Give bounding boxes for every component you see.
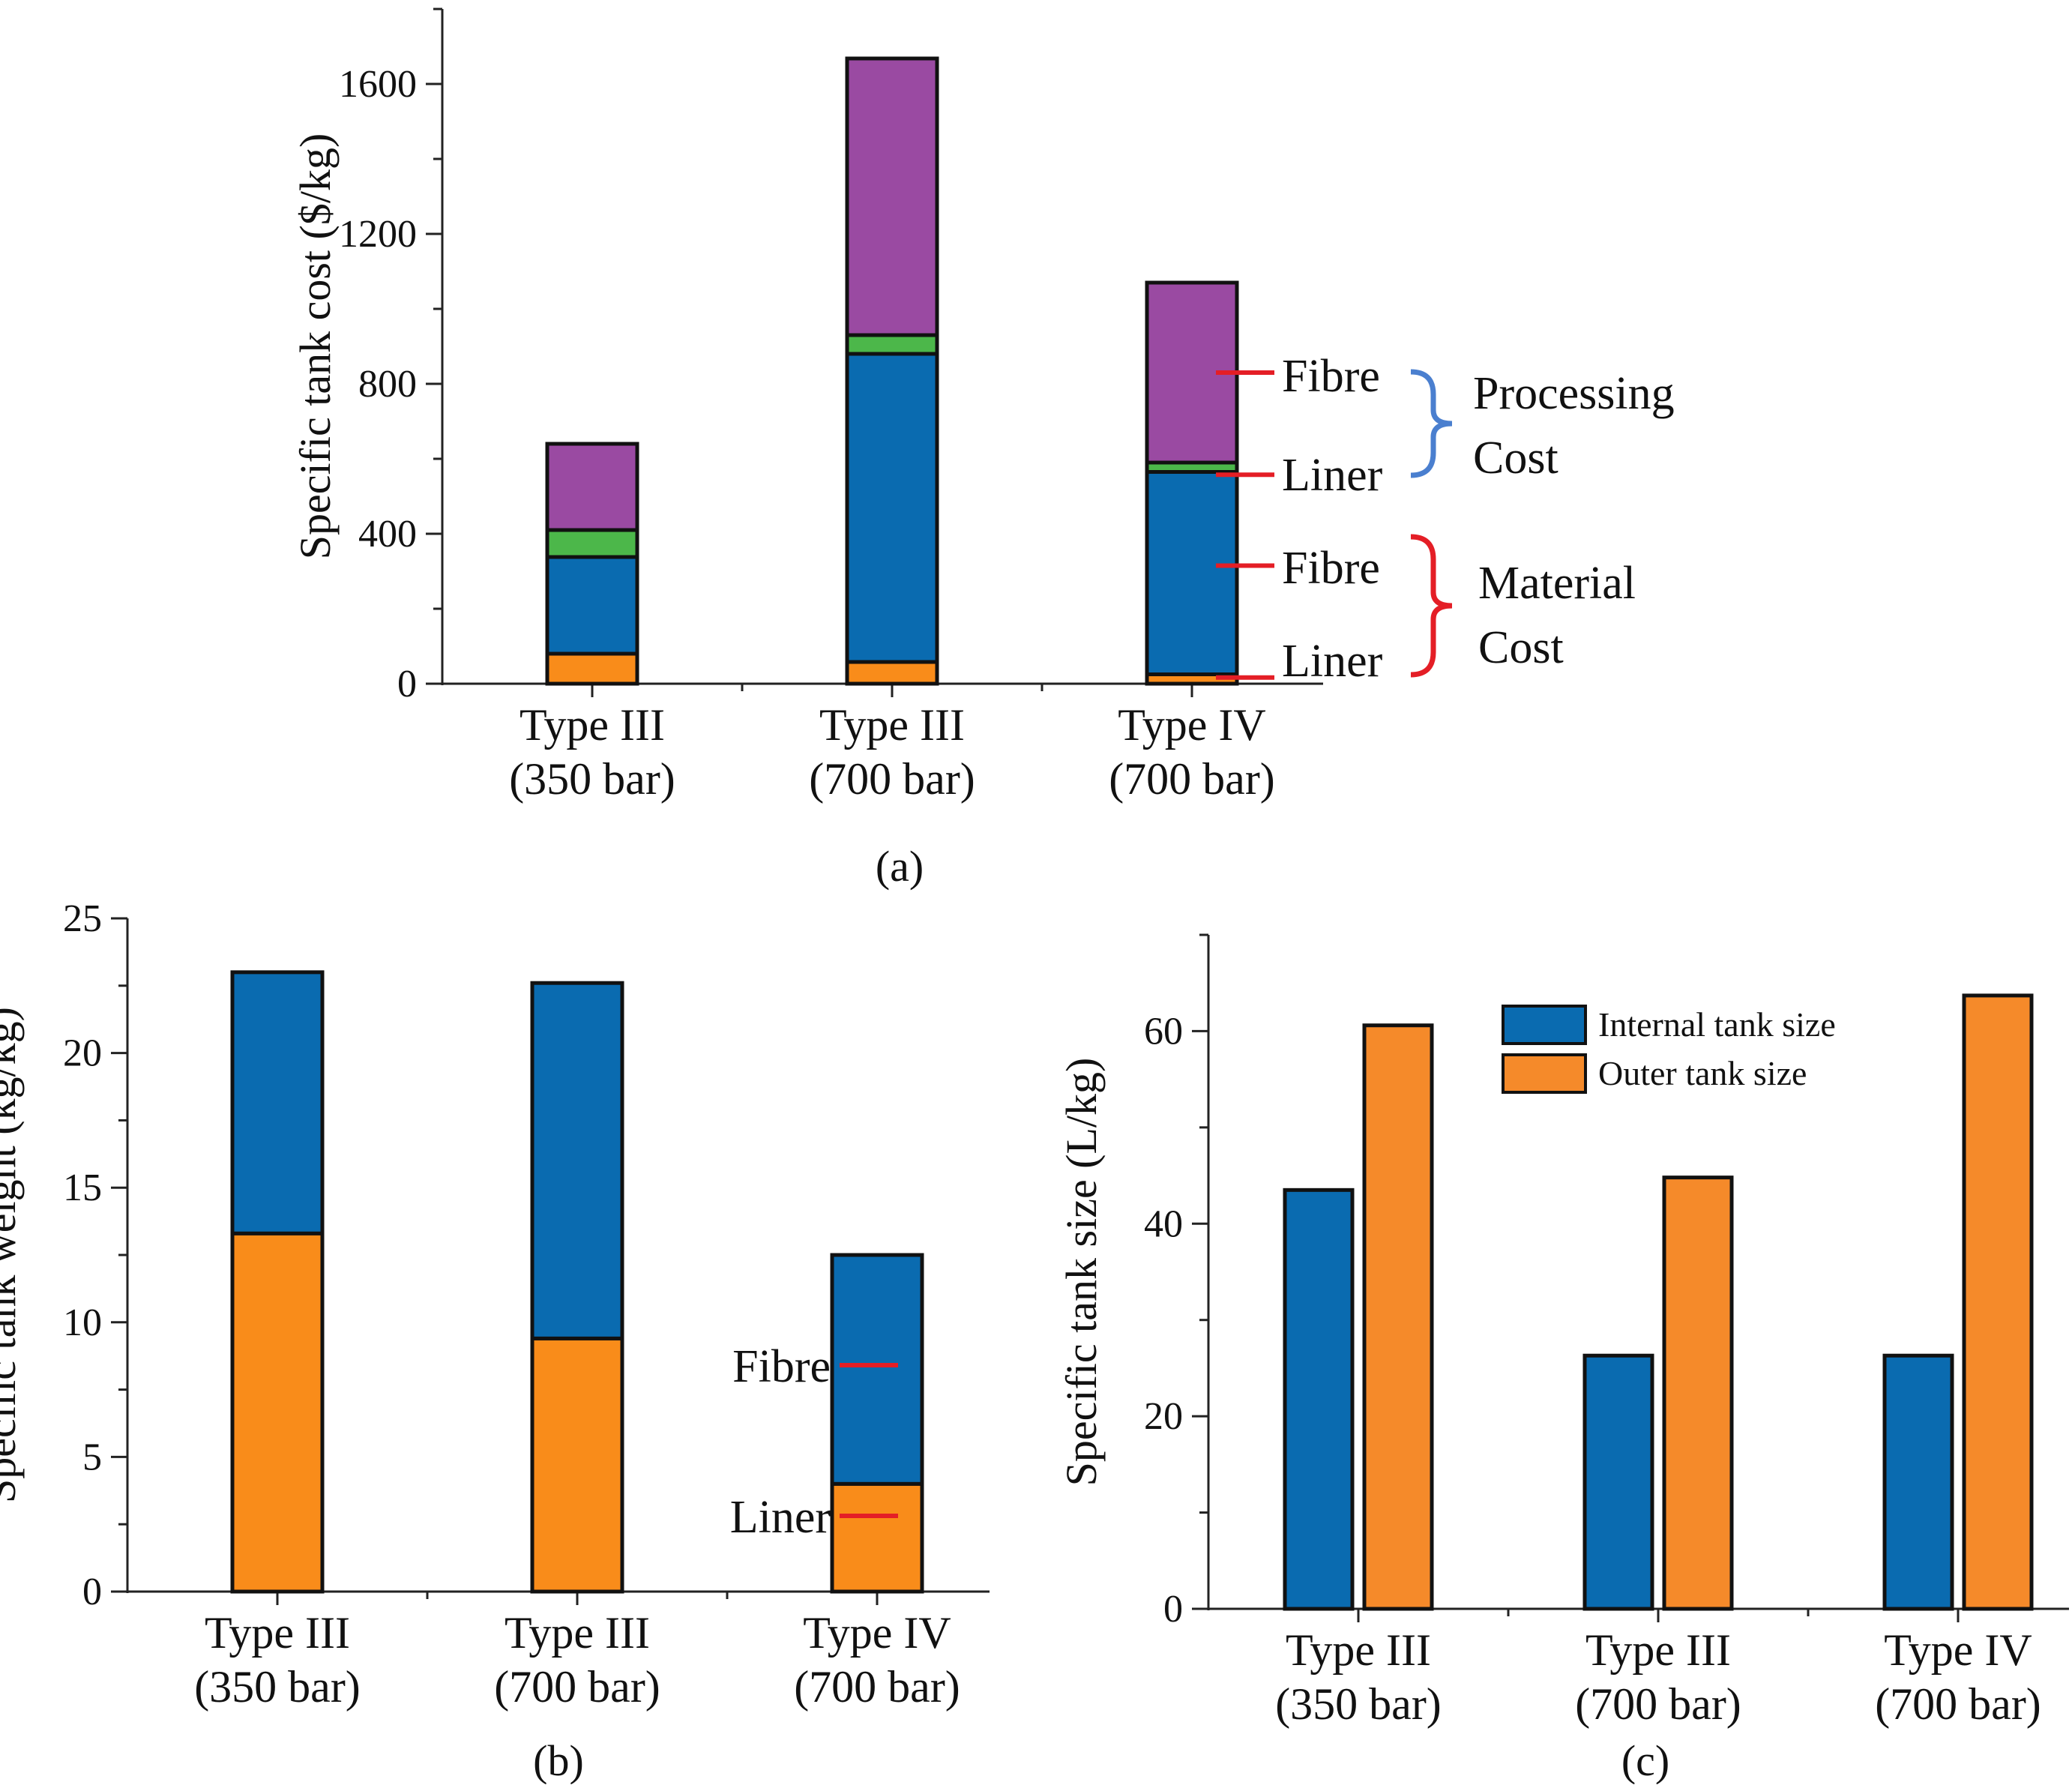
category-label: Type III (819, 700, 965, 750)
bar-segment-liner-material (830, 1481, 924, 1594)
legend-swatch-internal (1502, 1005, 1587, 1045)
y-tick-label: 0 (1163, 1588, 1183, 1631)
category-label: Type IV (1884, 1625, 2032, 1675)
category-label: Type III (205, 1608, 350, 1658)
bar-segment-fibre-processing (845, 56, 939, 337)
category-label: (700 bar) (1875, 1679, 2041, 1729)
bar-segment-liner-material (530, 1336, 624, 1594)
category-label: Type IV (1118, 700, 1265, 750)
category-label: (700 bar) (794, 1662, 960, 1712)
y-tick-label: 40 (1144, 1202, 1183, 1245)
legend-label-internal: Internal tank size (1598, 1005, 1836, 1044)
panel-label: (a) (876, 842, 924, 891)
category-label: (700 bar) (494, 1662, 660, 1712)
y-axis-label: Specific tank cost ($/kg) (291, 133, 340, 560)
y-axis-label: Specific tank weight (kg/kg) (0, 1007, 25, 1503)
category-label: Type III (505, 1608, 650, 1658)
material-cost-label: Cost (1478, 622, 1564, 673)
category-label: Type IV (803, 1608, 951, 1658)
bar-segment-fibre-processing (545, 442, 639, 532)
y-tick-label: 10 (63, 1301, 102, 1344)
category-label: (700 bar) (1109, 754, 1275, 804)
bar-internal (1882, 1353, 1954, 1611)
processing-cost-label: Cost (1473, 433, 1558, 484)
y-tick-label: 20 (1144, 1395, 1183, 1438)
bar-segment-liner-material (230, 1231, 325, 1594)
processing-cost-brace (1410, 369, 1453, 478)
category-label: Type III (1585, 1625, 1731, 1675)
bar-segment-fibre-material (1145, 470, 1239, 676)
processing-cost-label: Processing (1473, 368, 1675, 419)
y-tick-label: 15 (63, 1167, 102, 1209)
legend-label-outer: Outer tank size (1598, 1054, 1807, 1092)
category-label: (350 bar) (1275, 1679, 1442, 1729)
bar-segment-fibre-material (830, 1253, 924, 1486)
material-cost-brace (1410, 534, 1453, 678)
bar-segment-fibre-material (230, 970, 325, 1235)
bar-internal (1283, 1188, 1355, 1611)
category-label: (350 bar) (194, 1662, 361, 1712)
annotation-label-liner: Liner (730, 1492, 831, 1543)
annotation-label-fibre: Fibre (732, 1341, 831, 1392)
y-tick-label: 1600 (339, 63, 417, 106)
category-label: (700 bar) (1575, 1679, 1741, 1729)
bar-outer (1662, 1176, 1734, 1611)
material-cost-label: Material (1478, 558, 1636, 609)
annotation-label-liner-material: Liner (1282, 636, 1383, 687)
category-label: Type III (1286, 1625, 1431, 1675)
y-tick-label: 0 (397, 663, 417, 705)
panel-label: (b) (533, 1736, 584, 1784)
bar-segment-fibre-material (845, 352, 939, 664)
category-label: Type III (519, 700, 665, 750)
bar-segment-fibre-material (530, 981, 624, 1340)
panel-label: (c) (1621, 1736, 1669, 1784)
bar-outer (1362, 1023, 1434, 1611)
category-label: (700 bar) (809, 754, 975, 804)
y-tick-label: 400 (358, 513, 417, 556)
category-label: (350 bar) (509, 754, 675, 804)
y-tick-label: 1200 (339, 213, 417, 256)
annotation-label-liner-processing: Liner (1282, 450, 1383, 501)
legend-swatch-outer (1502, 1053, 1587, 1094)
y-tick-label: 60 (1144, 1010, 1183, 1053)
y-tick-label: 0 (82, 1571, 102, 1613)
y-tick-label: 800 (358, 363, 417, 406)
y-tick-label: 25 (63, 897, 102, 940)
y-tick-label: 20 (63, 1032, 102, 1075)
y-tick-label: 5 (82, 1436, 102, 1478)
bar-segment-liner-material (845, 660, 939, 686)
bar-internal (1582, 1353, 1654, 1611)
bar-segment-liner-processing (845, 333, 939, 356)
annotation-label-fibre-material: Fibre (1282, 543, 1380, 594)
bar-outer (1962, 993, 2034, 1611)
y-axis-label: Specific tank size (L/kg) (1057, 1058, 1106, 1487)
bar-segment-liner-material (545, 651, 639, 686)
annotation-label-fibre-processing: Fibre (1282, 351, 1380, 402)
bar-segment-fibre-material (545, 555, 639, 656)
bar-segment-liner-processing (545, 528, 639, 559)
